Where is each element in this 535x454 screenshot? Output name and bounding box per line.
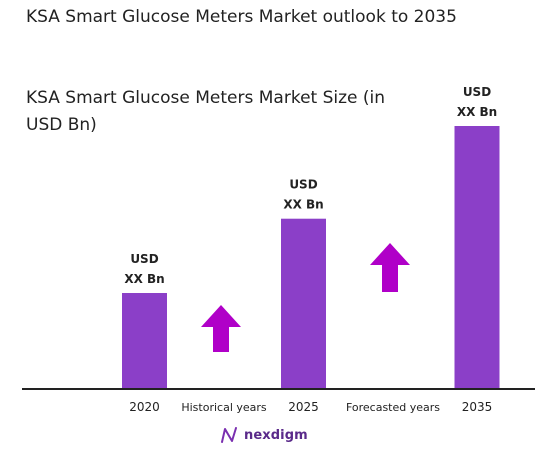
data-label: XX Bn <box>283 198 323 212</box>
period-label: Historical years <box>181 401 267 414</box>
up-arrow-icon <box>370 243 410 292</box>
brand-name: nexdigm <box>244 427 308 443</box>
up-arrow-icon <box>201 305 241 352</box>
brand-logo: nexdigm <box>219 424 308 446</box>
data-label: USD <box>130 252 158 266</box>
period-label: Forecasted years <box>346 401 440 414</box>
bar-2035 <box>454 126 500 389</box>
category-label: 2025 <box>288 400 319 414</box>
bar-2020 <box>122 293 167 389</box>
data-label: USD <box>289 178 317 192</box>
data-label: XX Bn <box>124 272 164 286</box>
data-label: USD <box>463 85 491 99</box>
data-label: XX Bn <box>457 105 497 119</box>
bar-2025 <box>281 218 326 389</box>
chart-title: KSA Smart Glucose Meters Market outlook … <box>26 7 457 27</box>
chart-subtitle: KSA Smart Glucose Meters Market Size (in… <box>26 88 386 135</box>
category-label: 2035 <box>462 400 493 414</box>
nexdigm-logo-icon <box>221 427 237 443</box>
category-label: 2020 <box>129 400 160 414</box>
